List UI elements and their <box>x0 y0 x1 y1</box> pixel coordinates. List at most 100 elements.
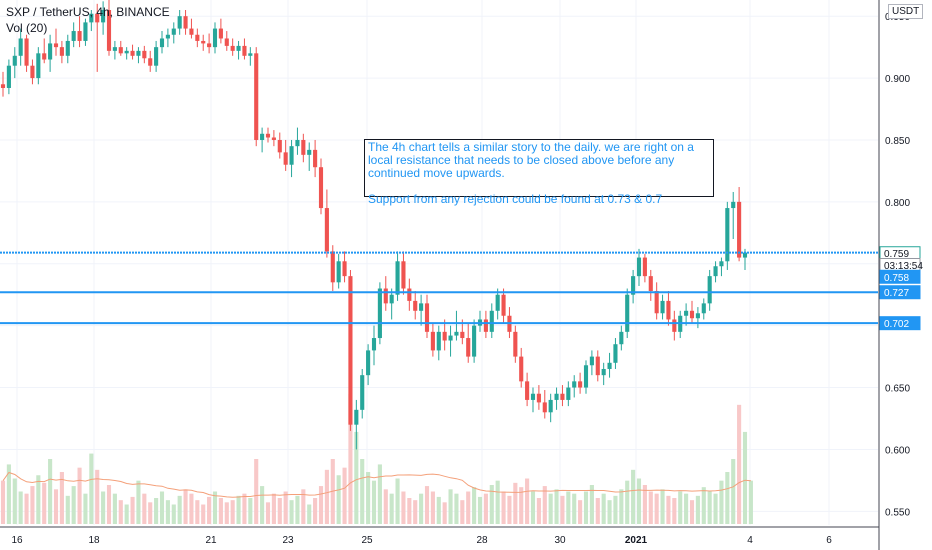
volume-bar <box>224 502 229 524</box>
candle-body <box>430 331 435 351</box>
x-tick-label: 28 <box>476 535 488 546</box>
price-label-box <box>879 269 921 284</box>
candle-body <box>130 50 135 56</box>
x-tick-label: 18 <box>88 535 100 546</box>
axes: 0.9500.9000.8500.8000.7500.7000.6500.600… <box>0 0 910 550</box>
volume-bar <box>666 495 671 524</box>
candle-body <box>654 290 659 314</box>
candle-body <box>224 38 229 46</box>
volume-bar <box>260 486 265 524</box>
candle-body <box>307 149 312 155</box>
volume-bar <box>342 467 347 524</box>
candle-body <box>513 331 518 357</box>
volume-bar <box>566 491 571 524</box>
volume-bar <box>719 480 724 524</box>
volume-bar <box>248 498 253 524</box>
annotation-line-2: local resistance that needs to be closed… <box>368 153 675 167</box>
chart-title: SXP / TetherUS, 4h, BINANCE <box>6 5 170 19</box>
volume-bar <box>442 502 447 524</box>
volume-bar <box>271 493 276 524</box>
volume-bar <box>583 491 589 524</box>
volume-bar <box>731 459 736 524</box>
volume-bar <box>336 475 341 524</box>
volume-bar <box>525 478 530 524</box>
volume-bar <box>489 485 494 524</box>
candle-body <box>495 294 500 311</box>
candle-body <box>731 201 736 209</box>
volume-bar <box>707 491 712 524</box>
price-candles <box>0 0 748 450</box>
volume-bar <box>136 480 141 524</box>
volume-bar <box>613 495 618 524</box>
currency-badge[interactable]: USDT <box>888 4 924 19</box>
volume-bar <box>625 480 630 524</box>
volume-moving-average-line <box>2 471 751 498</box>
candle-body <box>737 201 742 258</box>
candle-body <box>589 356 594 366</box>
x-tick-label: 23 <box>282 535 294 546</box>
volume-bar <box>495 480 500 524</box>
volume-bar <box>578 500 583 524</box>
volume-bar <box>195 500 200 524</box>
candle-body <box>601 368 606 376</box>
candle-body <box>277 139 282 153</box>
volume-bar <box>430 491 435 524</box>
candle-body <box>195 34 200 41</box>
volume-bar <box>548 493 553 524</box>
candle-body <box>159 38 165 48</box>
volume-bar <box>212 491 218 524</box>
candle-body <box>436 331 441 351</box>
horizontal-levels[interactable] <box>0 251 878 325</box>
candle-body <box>619 331 624 345</box>
volume-bar <box>701 487 706 524</box>
volume-bar <box>654 493 659 524</box>
x-tick-label: 16 <box>11 535 23 546</box>
price-label-text: 0.727 <box>884 288 909 299</box>
volume-bar <box>177 495 182 524</box>
volume-bar <box>648 491 653 524</box>
candle-body <box>713 266 718 277</box>
candle-body <box>707 276 712 304</box>
volume-bar <box>283 491 288 524</box>
candle-body <box>489 310 494 332</box>
volume-bar <box>678 491 683 524</box>
candle-body <box>625 294 630 332</box>
volume-bar <box>660 489 665 524</box>
candle-body <box>742 252 748 258</box>
volume-bar <box>18 491 23 524</box>
price-label-text: 0.758 <box>884 273 909 284</box>
volume-bar <box>112 493 117 524</box>
candle-body <box>419 303 424 311</box>
candle-body <box>401 261 406 289</box>
volume-bar <box>6 464 11 524</box>
candle-body <box>265 133 271 138</box>
y-tick-label: 0.600 <box>885 445 910 456</box>
volume-bar <box>77 467 82 524</box>
candle-body <box>254 53 259 140</box>
volume-bar <box>689 500 695 524</box>
volume-bar <box>0 480 6 524</box>
candle-body <box>448 335 453 341</box>
candle-body <box>483 319 488 332</box>
candle-body <box>613 344 618 363</box>
text-annotation[interactable]: The 4h chart tells a similar story to th… <box>364 139 714 206</box>
volume-bar <box>48 459 53 524</box>
candle-body <box>95 13 100 23</box>
volume-bar <box>501 491 506 524</box>
volume-bar <box>560 495 565 524</box>
candle-body <box>689 310 695 319</box>
candle-body <box>0 84 6 88</box>
price-label-text: 0.759 <box>884 249 909 260</box>
volume-bar <box>389 493 394 524</box>
volume-bar <box>672 498 677 524</box>
volume-bar <box>318 486 324 524</box>
volume-bar <box>483 493 488 524</box>
candle-body <box>366 350 371 376</box>
volume-bar <box>230 500 235 524</box>
candle-body <box>42 53 47 60</box>
volume-bar <box>30 486 35 524</box>
x-tick-label: 30 <box>554 535 566 546</box>
candle-body <box>142 50 147 59</box>
candle-body <box>536 393 541 403</box>
